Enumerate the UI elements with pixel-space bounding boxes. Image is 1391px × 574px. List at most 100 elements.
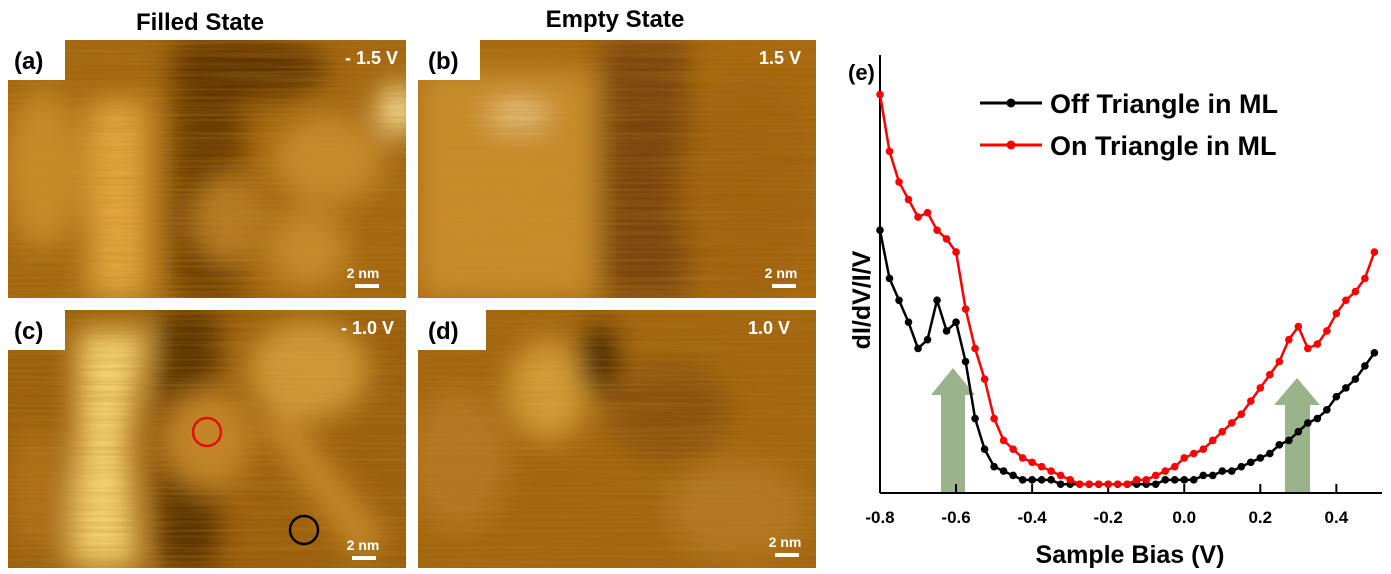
data-point (1294, 322, 1303, 331)
data-point (923, 335, 932, 344)
data-point (923, 208, 932, 217)
data-point (961, 357, 970, 366)
data-point (952, 248, 960, 256)
data-point (885, 147, 894, 156)
y-axis-label: dI/dV/I/V (848, 250, 876, 349)
bias-label: - 1.0 V (341, 318, 394, 338)
data-point (1189, 476, 1198, 484)
stm-image (418, 310, 816, 568)
data-point (1018, 454, 1027, 462)
data-point (1227, 467, 1236, 475)
x-tick-label: -0.8 (865, 508, 894, 527)
data-point (1266, 370, 1274, 379)
data-point (1313, 340, 1322, 348)
x-tick-label: -0.4 (1017, 508, 1047, 527)
data-point (942, 327, 951, 335)
data-point (1323, 327, 1331, 335)
data-point (1342, 384, 1350, 392)
data-point (1056, 480, 1065, 489)
data-point (1208, 471, 1217, 480)
x-axis-label: Sample Bias (V) (1036, 541, 1225, 569)
data-point (990, 462, 998, 471)
legend-marker (1006, 98, 1016, 108)
panel-label: (a) (14, 48, 43, 75)
data-point (1151, 471, 1160, 480)
arrow (931, 368, 975, 493)
x-tick-label: 0.2 (1248, 508, 1272, 527)
x-tick-label: -0.2 (1094, 508, 1123, 527)
scale-bar (355, 284, 379, 288)
data-point (933, 296, 941, 305)
data-point (1370, 349, 1379, 357)
data-point (1246, 397, 1255, 405)
data-point (1189, 449, 1198, 458)
data-point (1237, 462, 1246, 471)
bias-label: 1.5 V (759, 48, 801, 68)
data-point (1218, 467, 1227, 475)
data-point (1199, 471, 1208, 480)
label-box (418, 310, 486, 350)
data-point (1170, 462, 1179, 471)
stm-image (8, 40, 406, 298)
bias-label: - 1.5 V (345, 48, 398, 68)
x-tick-label: 0.4 (1325, 508, 1349, 527)
data-point (876, 90, 884, 99)
data-point (1304, 344, 1312, 353)
data-point (895, 296, 903, 305)
data-point (1018, 476, 1027, 484)
data-point (885, 274, 894, 283)
data-point (1351, 375, 1360, 383)
data-point (980, 445, 989, 454)
data-point (1246, 458, 1255, 467)
data-point (1161, 476, 1170, 484)
data-point (1256, 454, 1265, 462)
data-point (999, 467, 1008, 475)
data-point (1332, 309, 1341, 318)
data-point (980, 375, 989, 383)
data-point (1028, 458, 1036, 467)
legend-label: On Triangle in ML (1050, 131, 1277, 161)
data-point (904, 195, 913, 204)
data-point (1199, 445, 1208, 454)
data-point (1180, 454, 1189, 462)
data-point (1123, 480, 1131, 489)
data-point (1047, 467, 1055, 475)
data-point (1180, 476, 1189, 484)
plot: -0.8 -0.6 -0.4 -0.2 0.0 0.2 0.4 Off Triangle in… (865, 89, 1379, 527)
data-point (952, 318, 960, 326)
data-point (1332, 392, 1341, 401)
bias-label: 1.0 V (748, 318, 790, 338)
data-point (1085, 480, 1093, 489)
data-point (1237, 410, 1246, 418)
data-point (914, 213, 922, 221)
data-point (971, 414, 979, 423)
data-point (1285, 335, 1293, 344)
data-point (961, 305, 970, 313)
data-point (1056, 471, 1065, 480)
data-point (1361, 274, 1369, 283)
x-tick-label: 0.0 (1172, 508, 1196, 527)
data-point (1256, 384, 1265, 392)
data-point (1028, 476, 1036, 484)
data-point (1304, 419, 1312, 427)
data-point (904, 318, 913, 326)
data-point (914, 344, 922, 353)
data-point (1161, 467, 1170, 475)
data-point (1104, 480, 1112, 489)
data-point (1094, 480, 1103, 489)
stm-image (418, 40, 816, 298)
data-point (1037, 476, 1046, 484)
data-point (1275, 441, 1284, 449)
data-point (1285, 436, 1293, 445)
data-point (942, 235, 951, 243)
data-point (1113, 480, 1122, 489)
label-box (8, 40, 65, 80)
scale-label: 2 nm (769, 534, 802, 550)
scale-bar (352, 556, 376, 560)
data-point (1066, 476, 1074, 484)
panel-label: (e) (848, 60, 875, 85)
stm-image (8, 310, 406, 568)
label-box (418, 40, 480, 80)
panel-label: (d) (428, 318, 459, 345)
